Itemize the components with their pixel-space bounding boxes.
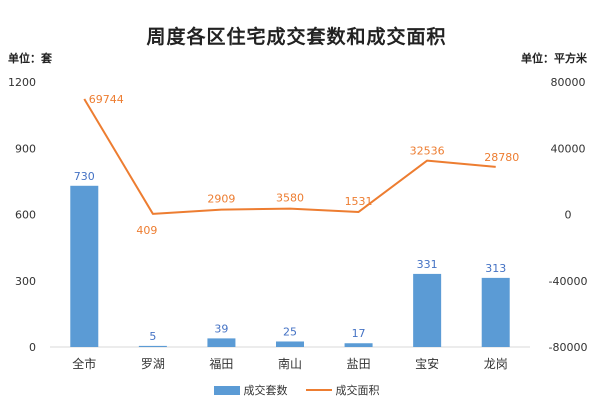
left-axis-unit: 单位：套 [8,52,52,65]
bar-龙岗 [481,277,510,347]
legend-label-line: 成交面积 [335,384,380,397]
x-tick-label: 罗湖 [141,356,165,371]
y-right-tick-label: 80000 [551,76,586,89]
x-tick-label: 福田 [209,356,233,371]
line-data-label: 69744 [89,93,124,106]
bar-data-label: 39 [214,322,228,335]
line-data-label: 1531 [345,195,373,208]
bar-data-label: 5 [149,330,156,343]
right-axis-unit: 单位：平方米 [521,52,587,65]
bar-福田 [207,338,236,347]
x-tick-label: 盐田 [347,357,371,371]
y-left-tick-label: 0 [29,341,36,354]
line-data-label: 28780 [484,151,519,164]
y-right-tick-label: 0 [565,209,572,222]
chart-legend: 成交套数 成交面积 [0,382,593,398]
legend-label-bars: 成交套数 [243,384,288,397]
x-tick-label: 南山 [278,356,302,371]
legend-item-line: 成交面积 [305,382,380,398]
y-left-tick-label: 600 [15,209,36,222]
x-tick-label: 全市 [72,356,96,371]
legend-swatch-line [305,389,332,391]
line-data-label: 3580 [276,192,304,205]
bar-data-label: 331 [417,258,438,271]
bar-罗湖 [138,345,167,347]
bar-宝安 [413,273,442,347]
line-series-path [83,98,496,215]
bar-全市 [70,185,99,347]
bar-南山 [276,341,304,347]
bar-盐田 [344,343,373,347]
bar-data-label: 25 [283,325,297,338]
y-left-tick-label: 300 [15,275,36,288]
chart-title: 周度各区住宅成交套数和成交面积 [146,26,447,48]
y-right-tick-label: -40000 [549,275,588,288]
line-data-label: 409 [136,224,157,237]
legend-swatch-bars [213,385,240,395]
y-left-tick-label: 900 [15,142,36,155]
y-right-tick-label: -80000 [549,341,588,354]
y-left-tick-label: 1200 [8,76,36,89]
bar-data-label: 730 [74,170,95,183]
bar-data-label: 313 [485,262,506,275]
legend-item-bars: 成交套数 [213,382,288,398]
bar-data-label: 17 [352,327,366,340]
line-data-label: 32536 [410,145,445,158]
x-tick-label: 龙岗 [484,357,508,371]
line-data-label: 2909 [207,193,235,206]
y-right-tick-label: 40000 [551,142,586,155]
x-tick-label: 宝安 [415,356,439,371]
